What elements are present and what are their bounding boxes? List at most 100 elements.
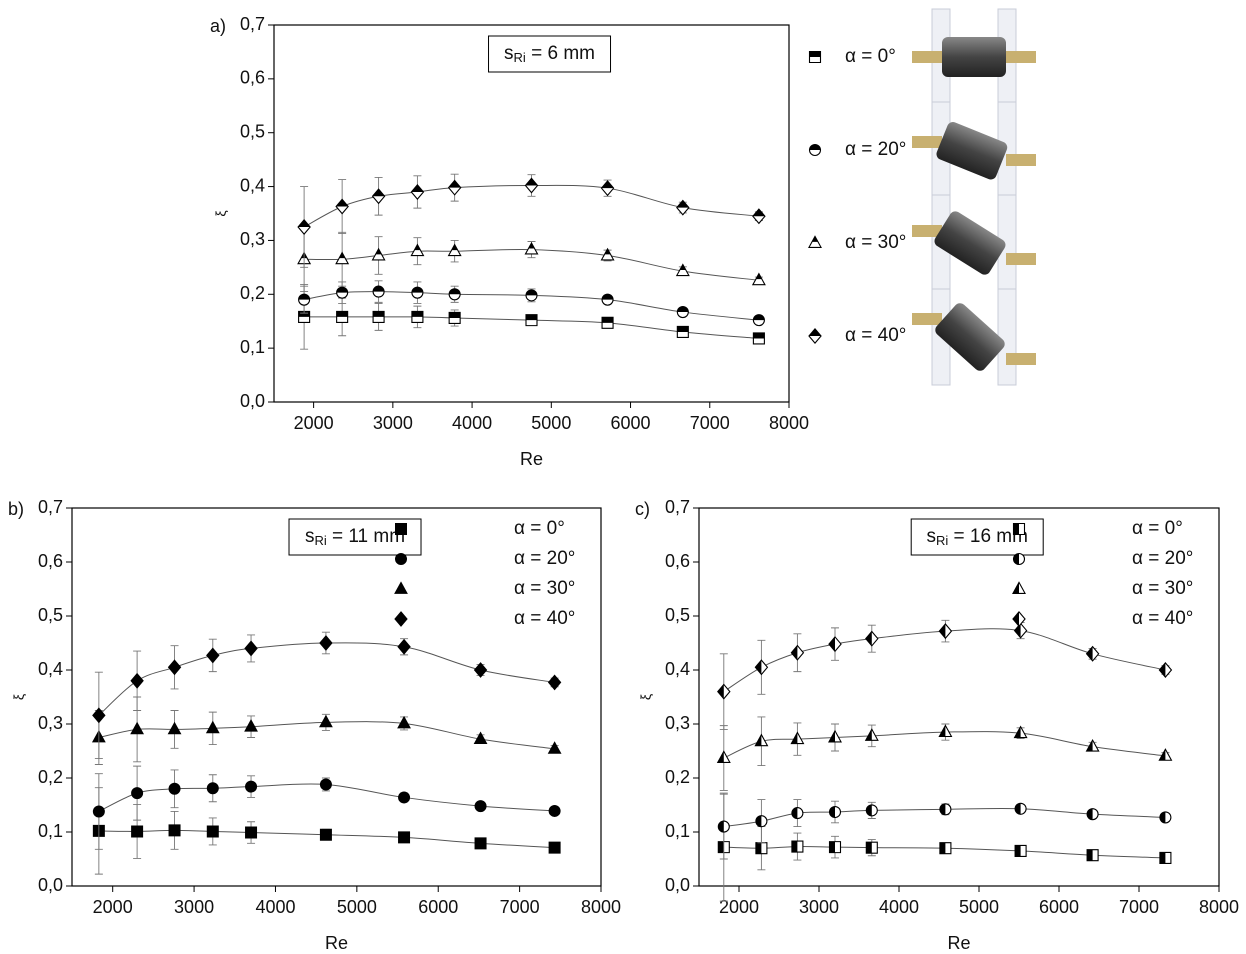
marker: [168, 824, 181, 837]
x-tick-label: 2000: [294, 413, 334, 433]
y-tick-label: 0,4: [38, 659, 63, 679]
marker: [205, 720, 220, 734]
marker-shape: [92, 805, 105, 818]
marker-half: [1086, 646, 1093, 661]
marker-half: [866, 842, 872, 854]
annotation: sRi = 16 mm: [926, 526, 1028, 548]
marker: [244, 640, 258, 657]
annotation-text: = 6 mm: [526, 43, 595, 64]
marker: [297, 218, 311, 235]
legend-marker: [394, 581, 408, 594]
marker: [938, 724, 953, 738]
fit-curve: [98, 829, 555, 849]
marker: [601, 316, 614, 329]
marker-half: [809, 51, 821, 57]
series: [92, 787, 561, 875]
marker: [335, 251, 350, 265]
fit-curve: [303, 184, 759, 228]
marker-half: [791, 807, 798, 819]
legend-marker: [394, 611, 408, 627]
marker: [92, 805, 105, 818]
x-tick-label: 2000: [719, 897, 759, 917]
marker: [791, 807, 804, 820]
y-tick-label: 0,5: [240, 121, 265, 141]
marker-shape: [245, 826, 258, 839]
marker: [548, 841, 561, 854]
marker-half: [717, 684, 724, 699]
marker-half: [601, 181, 614, 189]
series: [717, 619, 1173, 730]
marker: [448, 288, 461, 301]
marker-shape: [474, 837, 487, 850]
marker: [245, 780, 258, 793]
marker: [474, 800, 487, 812]
marker-half: [829, 806, 835, 818]
legend-marker: [1012, 553, 1026, 565]
marker-shape: [167, 721, 182, 735]
fit-curve: [98, 783, 555, 812]
marker-half: [939, 623, 946, 639]
x-tick-label: 4000: [255, 897, 295, 917]
x-tick-label: 7000: [500, 897, 540, 917]
annotation-symbol: s: [926, 526, 936, 547]
marker: [828, 729, 842, 743]
annotation-symbol: s: [504, 43, 514, 64]
marker: [336, 286, 349, 299]
marker: [1085, 645, 1100, 662]
marker-half: [828, 636, 835, 652]
fit-curve: [304, 248, 759, 281]
legend-label: α = 40°: [1132, 608, 1193, 629]
marker-half: [1015, 803, 1021, 815]
marker-half: [676, 200, 689, 208]
annotation-subscript: Ri: [514, 50, 526, 65]
marker: [167, 721, 182, 735]
marker-shape: [130, 721, 145, 735]
marker: [319, 778, 332, 791]
x-axis-label: Re: [325, 933, 348, 953]
marker: [319, 635, 333, 651]
y-tick-label: 0,1: [240, 337, 265, 357]
panel: 0,0 0,1 0,2 0,3 0,4 0,5 0,6 0,7 2000 3000 4000 5000…: [635, 497, 1239, 953]
marker-shape: [398, 831, 411, 844]
y-tick-label: 0,0: [38, 875, 63, 895]
panel-label: b): [8, 499, 24, 519]
y-tick-label: 0,4: [240, 175, 265, 195]
marker: [1013, 622, 1028, 639]
marker-half: [1159, 812, 1166, 823]
fit-curve: [304, 316, 759, 339]
marker: [1085, 738, 1100, 752]
marker: [319, 714, 333, 728]
marker-half: [677, 326, 689, 332]
marker-half: [1087, 808, 1093, 820]
marker: [865, 841, 878, 854]
x-tick-label: 8000: [769, 413, 809, 433]
marker-half: [411, 287, 423, 293]
legend-label: α = 40°: [514, 608, 575, 629]
marker-half: [373, 311, 385, 317]
marker: [828, 636, 842, 653]
marker-half: [449, 288, 461, 295]
marker-half: [339, 252, 346, 259]
legend-marker: [808, 50, 822, 64]
marker-shape: [548, 841, 561, 854]
marker: [298, 293, 311, 306]
marker: [372, 310, 385, 323]
legend-label: α = 40°: [845, 325, 906, 346]
plot-frame: [698, 507, 1220, 887]
marker-half: [1087, 849, 1093, 861]
x-tick-label: 7000: [690, 413, 730, 433]
marker-shape: [473, 662, 488, 678]
marker: [524, 177, 539, 194]
series: [91, 696, 562, 765]
marker: [474, 837, 487, 850]
y-tick-label: 0,3: [38, 713, 63, 733]
y-axis-label: ξ: [638, 694, 654, 700]
x-tick-label: 3000: [373, 413, 413, 433]
marker: [335, 198, 349, 215]
marker-half: [602, 317, 614, 323]
marker-half: [526, 314, 537, 321]
marker-half: [602, 294, 614, 300]
marker: [398, 831, 411, 844]
marker-shape: [547, 741, 562, 754]
